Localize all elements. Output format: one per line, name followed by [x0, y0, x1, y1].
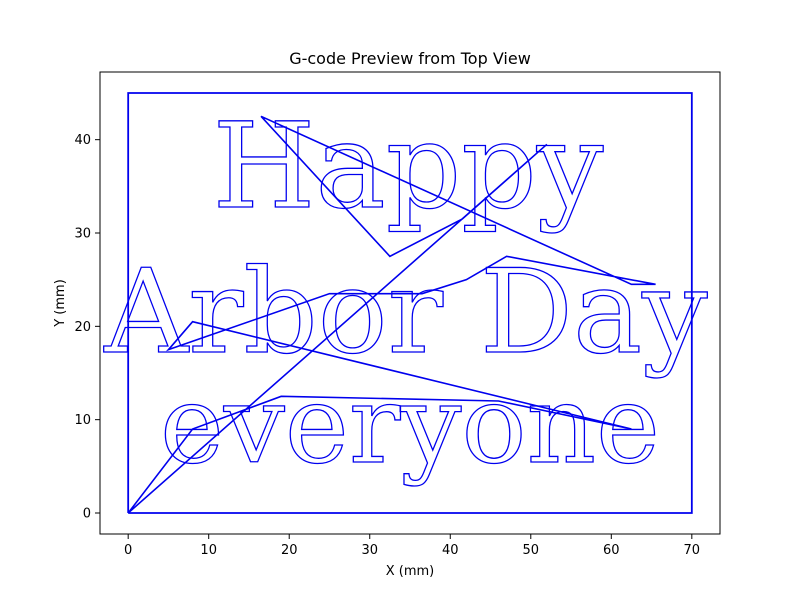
text-line-happy: Happy — [213, 97, 604, 235]
x-tick-label: 50 — [523, 543, 540, 558]
y-axis-ticks: 0 10 20 30 40 — [74, 133, 100, 522]
border-toolpath — [127, 92, 693, 514]
x-axis-ticks: 0 10 20 30 40 50 60 70 — [124, 534, 700, 558]
x-tick-label: 40 — [442, 543, 459, 558]
plot-area — [99, 71, 721, 535]
y-tick-label: 40 — [74, 133, 91, 148]
x-tick-label: 20 — [281, 543, 298, 558]
y-tick-label: 20 — [74, 320, 91, 335]
y-tick-label: 10 — [74, 413, 91, 428]
y-tick-label: 30 — [74, 227, 91, 242]
x-tick-label: 60 — [603, 543, 620, 558]
y-tick-label: 0 — [83, 507, 91, 522]
travel-moves-toolpath — [127, 115, 656, 514]
y-axis-label: Y (mm) — [53, 279, 68, 328]
x-tick-label: 70 — [684, 543, 701, 558]
text-line-arbor-day: Arbor Day — [103, 245, 708, 380]
x-axis-label: X (mm) — [386, 564, 435, 579]
x-tick-label: 30 — [361, 543, 378, 558]
x-tick-label: 0 — [124, 543, 132, 558]
chart-title: G-code Preview from Top View — [289, 49, 531, 68]
text-line-everyone: everyone — [160, 363, 660, 488]
x-tick-label: 10 — [200, 543, 217, 558]
